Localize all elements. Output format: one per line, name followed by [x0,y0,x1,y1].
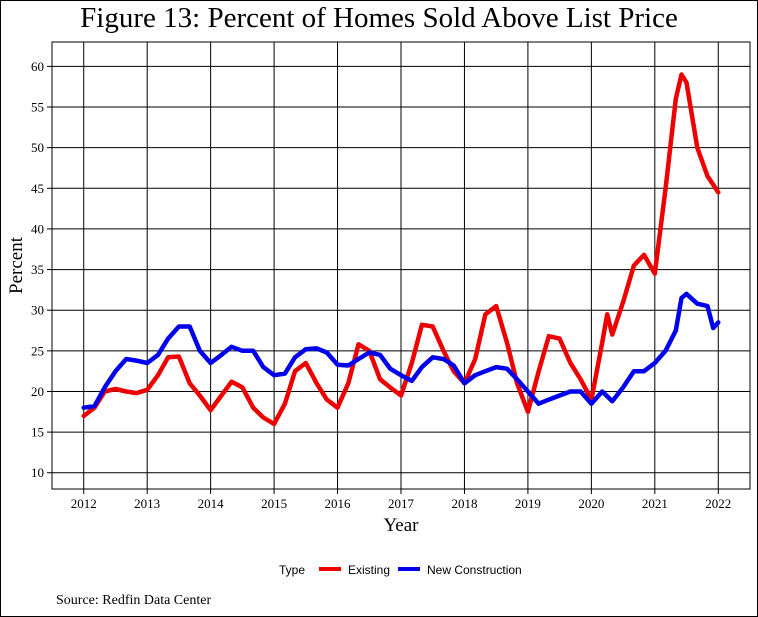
x-tick-label: 2016 [325,496,352,511]
y-tick-label: 25 [31,343,44,358]
series-line-existing [81,72,721,427]
x-tick-label: 2019 [515,496,541,511]
x-tick-label: 2015 [261,496,287,511]
x-axis-label: Year [383,515,419,536]
y-tick-label: 45 [31,181,44,196]
legend-label-new-construction: New Construction [427,563,522,577]
x-tick-label: 2020 [578,496,604,511]
y-tick-label: 30 [31,303,44,318]
y-axis-label: Percent [6,236,27,294]
x-tick-label: 2014 [198,496,225,511]
axis-ticks: 2012 2013 2014 2015 2016 2017 2018 2019 2020 2021… [31,59,731,511]
x-tick-label: 2021 [642,496,668,511]
y-tick-label: 60 [31,59,44,74]
x-tick-label: 2018 [451,496,477,511]
y-tick-label: 50 [31,140,44,155]
grid-lines [52,42,750,489]
source-note: Source: Redfin Data Center [56,593,212,608]
legend-title: Type [279,563,305,577]
legend-label-existing: Existing [348,563,390,577]
y-tick-label: 35 [31,262,44,277]
legend: Type Existing New Construction [279,563,522,577]
y-tick-label: 40 [31,221,44,236]
y-tick-label: 55 [31,100,44,115]
series-line-new-construction [81,291,721,410]
x-tick-label: 2013 [134,496,160,511]
chart-title: Figure 13: Percent of Homes Sold Above L… [80,2,678,34]
series-lines [81,72,721,427]
x-tick-label: 2012 [71,496,97,511]
y-tick-label: 15 [31,425,44,440]
x-tick-label: 2017 [388,496,415,511]
y-tick-label: 10 [31,465,44,480]
y-tick-label: 20 [31,384,44,399]
x-tick-label: 2022 [705,496,731,511]
